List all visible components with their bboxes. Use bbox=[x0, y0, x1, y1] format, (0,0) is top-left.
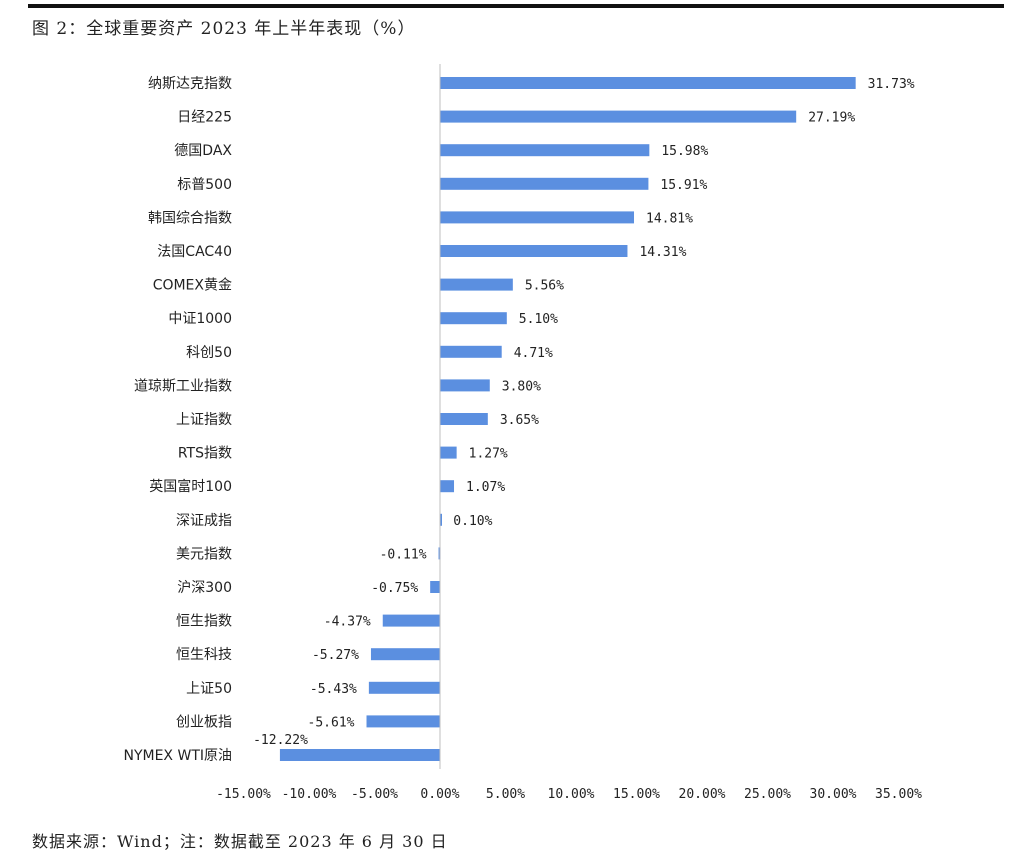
data-label: 4.71% bbox=[514, 346, 553, 361]
category-label: 日经225 bbox=[177, 110, 232, 126]
bar bbox=[440, 312, 507, 325]
data-label: 31.73% bbox=[868, 77, 915, 92]
category-label: 美元指数 bbox=[176, 546, 232, 562]
data-label: -5.61% bbox=[308, 715, 355, 730]
category-label: 英国富时100 bbox=[149, 478, 232, 495]
data-label: 5.56% bbox=[525, 279, 564, 294]
data-label: -12.22% bbox=[253, 733, 308, 748]
bar bbox=[440, 110, 797, 123]
x-tick-label: 0.00% bbox=[420, 787, 459, 802]
bar bbox=[440, 211, 635, 224]
data-label: 3.80% bbox=[502, 379, 541, 394]
bar bbox=[366, 715, 440, 728]
data-label: 15.98% bbox=[661, 144, 708, 159]
bar bbox=[370, 648, 440, 661]
top-rule bbox=[28, 4, 1004, 8]
bar bbox=[440, 177, 649, 190]
bar bbox=[440, 379, 490, 392]
labels-layer: 纳斯达克指数 31.73% 日经225 27.19% 德国DAX 15.98% 标普500 1… bbox=[123, 76, 914, 764]
data-label: -5.43% bbox=[310, 682, 357, 697]
category-label: 韩国综合指数 bbox=[148, 210, 232, 226]
x-tick-label: 5.00% bbox=[486, 787, 525, 802]
bar bbox=[440, 513, 442, 526]
data-label: 3.65% bbox=[500, 413, 539, 428]
data-label: 5.10% bbox=[519, 312, 558, 327]
data-label: -0.11% bbox=[380, 547, 427, 562]
category-label: 沪深300 bbox=[177, 580, 232, 596]
figure-title: 图 2：全球重要资产 2023 年上半年表现（%） bbox=[32, 19, 416, 39]
category-label: 创业板指 bbox=[176, 714, 232, 730]
axis-layer: -15.00% -10.00% -5.00% 0.00% 5.00% 10.00% 15.0… bbox=[216, 64, 922, 802]
data-label: 1.07% bbox=[466, 480, 505, 495]
category-label: 德国DAX bbox=[174, 143, 232, 159]
category-label: 纳斯达克指数 bbox=[148, 76, 232, 92]
bar bbox=[382, 614, 440, 627]
category-label: 恒生科技 bbox=[176, 647, 232, 663]
x-tick-label: -15.00% bbox=[216, 787, 271, 802]
bar bbox=[279, 749, 440, 761]
x-tick-label: 30.00% bbox=[810, 787, 857, 802]
data-label: 14.31% bbox=[639, 245, 686, 260]
data-label: 14.81% bbox=[646, 211, 693, 226]
bar bbox=[430, 581, 440, 593]
bar bbox=[440, 278, 513, 291]
x-tick-label: -5.00% bbox=[351, 787, 398, 802]
x-tick-label: 35.00% bbox=[875, 787, 922, 802]
source-note: 数据来源：Wind；注：数据截至 2023 年 6 月 30 日 bbox=[32, 832, 448, 851]
category-label: 道琼斯工业指数 bbox=[134, 378, 232, 394]
x-tick-label: -10.00% bbox=[282, 787, 337, 802]
x-tick-label: 20.00% bbox=[679, 787, 726, 802]
bar bbox=[440, 345, 502, 358]
category-label: 深证成指 bbox=[176, 513, 232, 529]
data-label: 1.27% bbox=[469, 447, 508, 462]
bar bbox=[368, 681, 440, 694]
category-label: COMEX黄金 bbox=[153, 277, 232, 294]
bar bbox=[440, 413, 488, 425]
data-label: 15.91% bbox=[660, 178, 707, 193]
category-label: 上证指数 bbox=[176, 412, 232, 428]
x-tick-label: 15.00% bbox=[613, 787, 660, 802]
category-label: 科创50 bbox=[186, 345, 232, 361]
category-label: NYMEX WTI原油 bbox=[123, 748, 232, 764]
bar bbox=[440, 77, 856, 89]
category-label: 法国CAC40 bbox=[157, 244, 232, 260]
bar bbox=[440, 245, 628, 257]
category-label: 上证50 bbox=[186, 681, 232, 697]
x-tick-label: 10.00% bbox=[548, 787, 595, 802]
data-label: -5.27% bbox=[312, 648, 359, 663]
category-label: 恒生指数 bbox=[176, 614, 232, 630]
x-tick-label: 25.00% bbox=[744, 787, 791, 802]
data-label: -0.75% bbox=[371, 581, 418, 596]
bar bbox=[440, 446, 457, 459]
bar bbox=[440, 480, 455, 493]
data-label: 27.19% bbox=[808, 111, 855, 126]
data-label: 0.10% bbox=[453, 514, 492, 529]
bar bbox=[440, 144, 650, 157]
category-label: 标普500 bbox=[177, 177, 232, 193]
category-label: 中证1000 bbox=[168, 311, 232, 327]
category-label: RTS指数 bbox=[178, 446, 232, 462]
bars-layer bbox=[279, 77, 856, 761]
data-label: -4.37% bbox=[324, 615, 371, 630]
